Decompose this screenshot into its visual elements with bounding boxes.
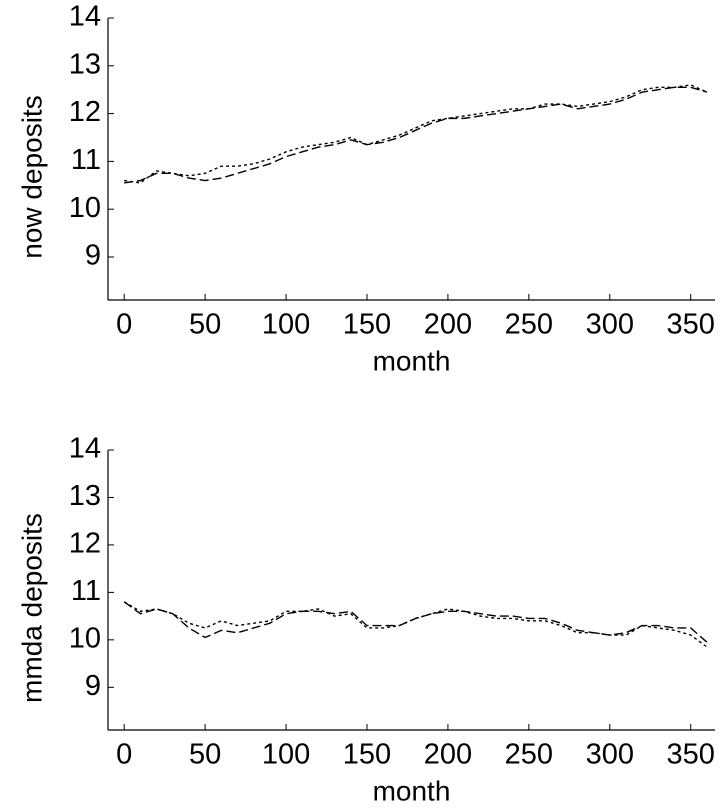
y-tick-label: 14 <box>69 1 101 33</box>
x-tick-label: 100 <box>262 309 310 341</box>
y-tick-label: 10 <box>69 622 101 654</box>
x-tick-label: 50 <box>189 739 221 771</box>
y-tick-label: 14 <box>69 433 101 465</box>
x-tick-label: 100 <box>262 739 310 771</box>
x-tick-label: 300 <box>586 309 634 341</box>
y-axis-label: mmda deposits <box>16 513 47 703</box>
y-tick-label: 10 <box>69 192 101 224</box>
x-tick-label: 350 <box>667 309 715 341</box>
y-tick-label: 9 <box>85 240 101 272</box>
x-tick-label: 150 <box>343 739 391 771</box>
x-tick-label: 200 <box>424 739 472 771</box>
series-line <box>123 601 708 648</box>
x-tick-label: 250 <box>505 309 553 341</box>
x-tick-label: 150 <box>343 309 391 341</box>
y-tick-label: 12 <box>69 96 101 128</box>
series-line <box>124 84 708 184</box>
series-line <box>124 86 708 184</box>
x-tick-label: 0 <box>116 309 132 341</box>
series-line <box>123 601 708 643</box>
x-tick-label: 50 <box>189 309 221 341</box>
x-tick-label: 350 <box>667 739 715 771</box>
x-tick-label: 250 <box>505 739 553 771</box>
x-tick-label: 300 <box>586 739 634 771</box>
x-axis-label: month <box>373 345 451 376</box>
y-axis-label: now deposits <box>16 95 47 258</box>
y-tick-label: 9 <box>85 670 101 702</box>
x-tick-label: 200 <box>424 309 472 341</box>
x-tick-label: 0 <box>116 739 132 771</box>
y-tick-label: 12 <box>69 528 101 560</box>
y-tick-label: 13 <box>69 480 101 512</box>
y-tick-label: 11 <box>71 575 101 607</box>
y-tick-label: 11 <box>71 144 101 176</box>
y-tick-label: 13 <box>69 48 101 80</box>
x-axis-label: month <box>373 775 451 806</box>
